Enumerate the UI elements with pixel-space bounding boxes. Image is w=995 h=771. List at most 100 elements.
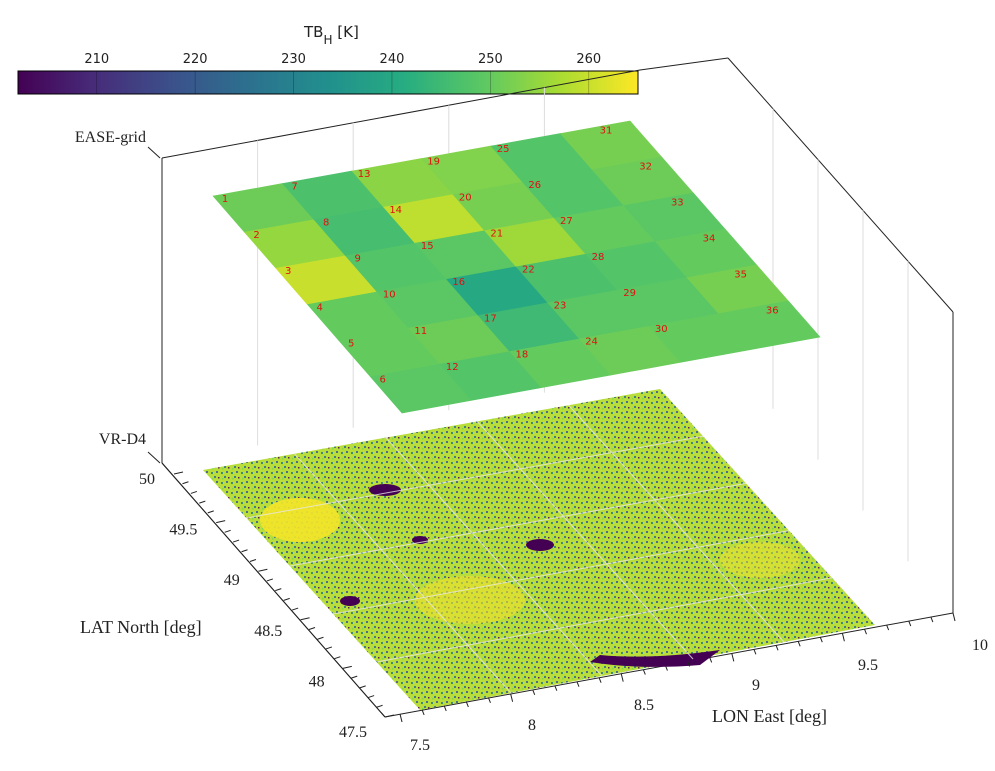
lat-tick [376,704,383,708]
colorbar-tick-label: 250 [478,52,503,67]
colorbar-tick-label: 240 [380,52,405,67]
ease-cell-label: 3 [285,266,291,277]
lat-tick-label: 50 [139,471,155,488]
colorbar-tick-label: 210 [84,52,109,67]
vr-gridline [246,435,704,519]
lon-tick [797,641,801,647]
ease-cell-label: 14 [389,205,402,216]
lat-tick [342,665,352,669]
vr-d4-urban [369,484,401,496]
lon-tick [952,612,956,622]
lon-tick [664,665,668,671]
lon-axis: 7.5 8 8.5 9 9.5 10 [399,612,988,754]
ease-cell-label: 18 [516,349,529,360]
lat-tick [283,597,290,601]
vr-d4-urban [340,596,360,606]
lon-tick [775,645,779,651]
ease-cell-label: 34 [703,233,716,244]
lat-tick [292,607,299,611]
ease-grid-cell-labels: 1234567891011121314151617181920212223242… [222,125,779,385]
lat-tick [275,588,282,592]
vr-gridline [385,437,603,677]
ease-cell-label: 2 [253,230,259,241]
colorbar-tick-label: 220 [183,52,208,67]
ease-cell-label: 12 [446,362,459,373]
lon-tick [576,681,580,687]
lat-tick [224,529,231,533]
colorbar: 210 220 230 240 250 260 TBH [K] [17,23,639,95]
lon-tick [488,697,491,704]
ease-cell-label: 13 [358,169,371,180]
ease-cell-label: 35 [734,269,747,280]
lat-tick [359,685,366,689]
lon-tick [731,653,735,662]
lat-tick [300,617,310,621]
ease-cell-label: 28 [592,252,605,263]
lat-tick [182,481,189,485]
colorbar-title: TBH [K] [303,23,359,47]
vr-gridline [376,577,833,663]
lon-tick [864,628,867,635]
ease-cell [718,300,821,350]
ease-cell-label: 4 [316,302,322,313]
vr-gridline [476,421,694,660]
ease-cell-label: 24 [585,337,598,348]
lon-tick-label: 8 [528,717,536,734]
ease-cell-label: 8 [323,217,329,228]
lat-axis-line [161,462,386,718]
lat-tick [367,695,375,699]
lon-tick [554,685,558,691]
lon-tick [642,669,646,675]
vr-d4-surface [203,389,875,710]
ease-cell-label: 31 [600,125,613,136]
ease-grid-level-tick [147,146,161,159]
ease-cell-label: 10 [383,290,396,301]
lon-tick [399,713,403,723]
lon-tick [753,649,757,655]
lon-tick-label: 8.5 [634,697,654,714]
vr-d4-bright-region [260,498,340,542]
lon-tick [930,616,934,623]
colorbar-ticks: 210 220 230 240 250 260 [84,52,601,94]
lon-tick [908,620,912,627]
ease-cell-label: 9 [354,254,360,265]
lon-tick [709,657,713,663]
vr-d4-urban [526,539,554,551]
vr-gridline [333,530,790,615]
lat-tick [325,646,333,650]
lon-tick [841,633,845,642]
vr-d4-gridlines [246,404,833,694]
ease-cell-label: 17 [484,313,497,324]
ease-cell-label: 19 [427,156,440,167]
vr-d4-bright-region [720,542,800,578]
lon-tick [598,677,602,683]
lon-tick [819,637,823,643]
lon-tick [421,709,425,716]
lon-tick [687,661,691,667]
lat-tick [241,549,248,553]
lat-tick [173,471,184,475]
lon-tick [620,673,624,682]
lat-axis: 50 49.5 49 48.5 48 47.5 [139,462,395,741]
ease-cell-label: 20 [459,192,472,203]
ease-cell-label: 16 [452,277,465,288]
lat-tick-label: 49 [224,572,240,589]
ease-cell-label: 6 [379,375,385,386]
lon-tick-label: 7.5 [410,737,430,754]
ease-cell-label: 23 [554,301,567,312]
lon-tick [510,693,514,702]
ease-cell-label: 29 [623,288,636,299]
vr-d4-level-tick [147,451,161,464]
ease-cell-label: 21 [490,228,503,239]
ease-cell-label: 11 [414,326,427,337]
ease-cell-label: 15 [421,241,434,252]
lat-tick [190,490,198,494]
lat-axis-label: LAT North [deg] [80,617,202,637]
ease-cell-label: 32 [639,161,652,172]
lat-tick [266,578,273,582]
lat-tick-label: 48 [309,673,325,690]
ease-cell-label: 36 [766,305,779,316]
lat-tick-label: 49.5 [169,522,197,539]
ease-grid-level-label: EASE-grid [75,129,146,146]
